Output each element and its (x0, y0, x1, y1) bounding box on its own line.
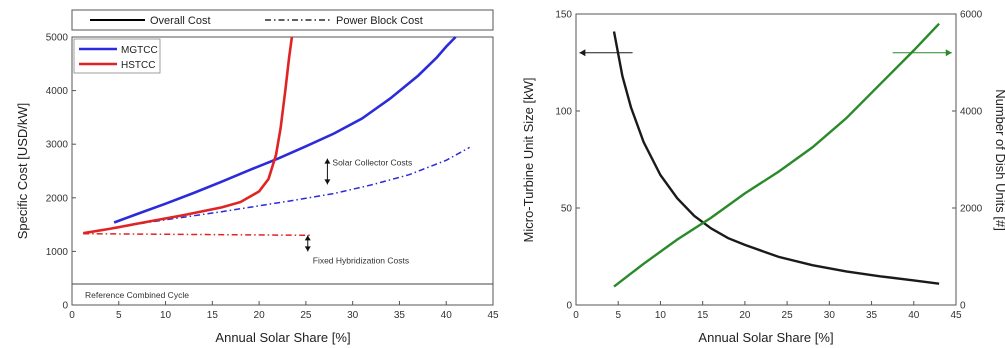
left-series-group (82, 36, 470, 237)
right-y-axis-label: Micro-Turbine Unit Size [kW] (521, 78, 536, 243)
right-x-tick-label: 5 (615, 310, 621, 321)
top-legend: Overall Cost Power Block Cost (71, 9, 494, 31)
axis-arrow-head-right (945, 49, 952, 57)
right-y-tick-label: 50 (561, 204, 573, 215)
inner-legend-box (73, 38, 161, 74)
left-y-ticks: 0 1000 2000 3000 4000 5000 (46, 33, 76, 312)
right-x-tick-label: 40 (908, 310, 920, 321)
legend-hstcc-label: HSTCC (121, 60, 155, 71)
left-y-tick-label: 2000 (46, 193, 69, 204)
left-x-ticks: 0 5 10 15 20 25 30 35 40 45 (69, 301, 499, 321)
right-y2-axis-label: Number of Dish Units [#] (993, 89, 1005, 231)
left-x-tick-label: 20 (254, 310, 266, 321)
right-x-tick-label: 45 (950, 310, 962, 321)
legend-power-block-label: Power Block Cost (336, 15, 423, 27)
right-plot-frame (575, 13, 957, 306)
right-x-axis-label: Annual Solar Share [%] (698, 330, 833, 345)
left-x-tick-label: 0 (69, 310, 75, 321)
right-y2-ticks: 0 2000 4000 6000 (952, 10, 983, 312)
left-chart: Reference Combined Cycle Solar Collector… (15, 9, 499, 345)
annotation-arrow-head-down (304, 246, 311, 252)
left-x-tick-label: 40 (441, 310, 453, 321)
right-series-group (612, 22, 940, 288)
left-x-tick-label: 5 (116, 310, 122, 321)
right-y2-tick-label: 4000 (960, 107, 983, 118)
series-dish-units (613, 22, 940, 288)
right-x-tick-label: 30 (824, 310, 836, 321)
left-y-axis-label: Specific Cost [USD/kW] (15, 103, 30, 240)
left-x-tick-label: 10 (160, 310, 172, 321)
annotation-arrow-head-up (304, 235, 311, 241)
right-x-tick-label: 0 (573, 310, 579, 321)
left-annotations: Solar Collector Costs Fixed Hybridization… (304, 158, 412, 265)
right-y-tick-label: 100 (555, 107, 572, 118)
right-chart: 0 5 10 15 20 25 30 35 40 45 0 50 100 150 0 2000 4000 60… (521, 10, 1005, 346)
axis-arrow-head-left (579, 49, 586, 57)
right-x-tick-label: 10 (655, 310, 667, 321)
left-x-tick-label: 15 (207, 310, 219, 321)
left-plot-frame (71, 36, 494, 306)
right-x-tick-label: 35 (866, 310, 878, 321)
right-x-ticks: 0 5 10 15 20 25 30 35 40 45 (573, 301, 962, 321)
series-unit-size (612, 31, 940, 285)
annotation-arrow-head-down (324, 179, 331, 185)
series-hstcc-power-block (83, 232, 311, 237)
series-mgtcc-power-block (113, 146, 470, 230)
left-x-tick-label: 25 (300, 310, 312, 321)
annotation-arrow-head-up (324, 158, 331, 164)
inner-legend: MGTCC HSTCC (73, 38, 161, 74)
right-y2-tick-label: 0 (960, 301, 966, 312)
left-x-axis-label: Annual Solar Share [%] (215, 330, 350, 345)
series-hstcc-overall (82, 36, 294, 235)
left-y-tick-label: 3000 (46, 140, 69, 151)
series-mgtcc-overall (113, 36, 457, 224)
left-y-tick-label: 5000 (46, 33, 69, 44)
left-y-tick-label: 1000 (46, 247, 69, 258)
left-x-tick-label: 30 (347, 310, 359, 321)
right-y-tick-label: 0 (566, 301, 572, 312)
right-arrows (579, 49, 952, 57)
annotation-label: Fixed Hybridization Costs (313, 255, 409, 265)
left-y-tick-label: 4000 (46, 86, 69, 97)
right-y-ticks: 0 50 100 150 (555, 10, 580, 312)
legend-overall-cost-label: Overall Cost (150, 15, 211, 27)
reference-label: Reference Combined Cycle (85, 290, 189, 300)
left-y-tick-label: 0 (62, 301, 68, 312)
right-x-tick-label: 20 (739, 310, 751, 321)
left-x-tick-label: 45 (487, 310, 499, 321)
right-x-tick-label: 25 (782, 310, 794, 321)
right-y-tick-label: 150 (555, 10, 572, 21)
right-y2-tick-label: 6000 (960, 10, 983, 21)
legend-mgtcc-label: MGTCC (121, 45, 158, 56)
left-x-tick-label: 35 (394, 310, 406, 321)
right-x-tick-label: 15 (697, 310, 709, 321)
right-y2-tick-label: 2000 (960, 204, 983, 215)
annotation-label: Solar Collector Costs (332, 158, 412, 168)
